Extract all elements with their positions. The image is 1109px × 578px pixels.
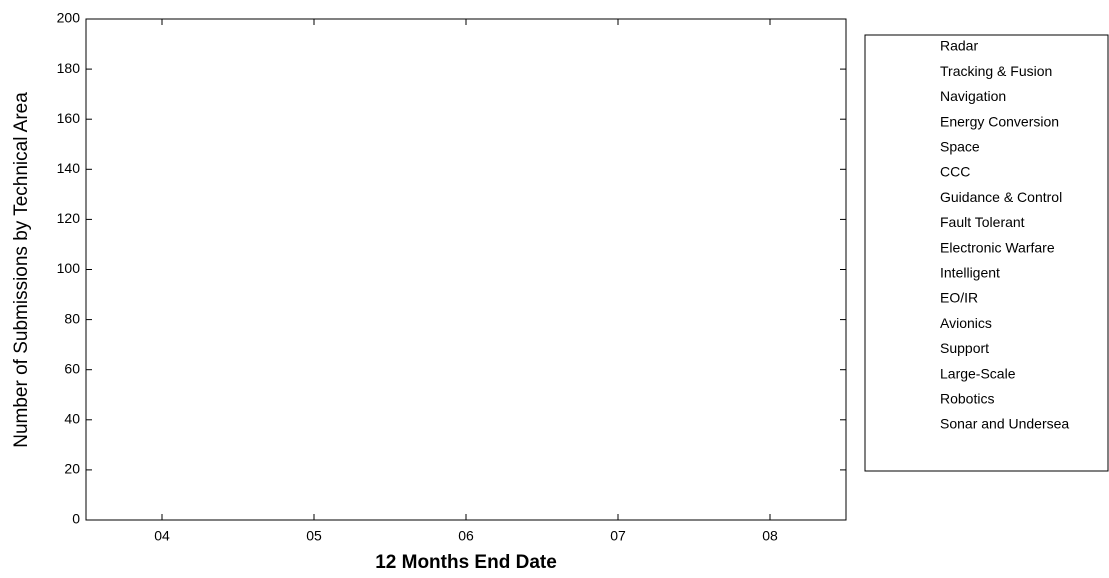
y-tick-label: 0	[72, 511, 80, 527]
legend-label: CCC	[940, 164, 970, 180]
y-tick-label: 100	[57, 260, 81, 276]
legend-label: Robotics	[940, 391, 994, 407]
legend-label: Navigation	[940, 88, 1006, 104]
y-tick-label: 160	[57, 110, 81, 126]
legend-label: EO/IR	[940, 290, 978, 306]
legend-label: Sonar and Undersea	[940, 416, 1069, 432]
y-tick-label: 40	[64, 411, 80, 427]
legend-label: Radar	[940, 38, 978, 54]
x-tick-label: 04	[154, 528, 170, 544]
x-axis-label: 12 Months End Date	[375, 552, 557, 573]
x-tick-label: 06	[458, 528, 474, 544]
legend-label: Intelligent	[940, 265, 1000, 281]
y-axis-label: Number of Submissions by Technical Area	[11, 92, 32, 448]
legend-label: Fault Tolerant	[940, 214, 1025, 230]
y-tick-label: 180	[57, 60, 81, 76]
legend-label: Large-Scale	[940, 365, 1016, 381]
y-tick-label: 200	[57, 10, 81, 26]
legend-box	[864, 34, 1109, 472]
y-tick-label: 120	[57, 210, 81, 226]
y-tick-label: 140	[57, 160, 81, 176]
x-tick-label: 05	[306, 528, 322, 544]
legend-label: Support	[940, 340, 989, 356]
y-tick-label: 80	[64, 310, 80, 326]
x-tick-label: 07	[610, 528, 626, 544]
legend-label: Guidance & Control	[940, 189, 1062, 205]
y-tick-label: 20	[64, 461, 80, 477]
x-tick-label: 08	[762, 528, 778, 544]
legend-label: Electronic Warfare	[940, 239, 1055, 255]
legend-label: Tracking & Fusion	[940, 63, 1052, 79]
legend-label: Energy Conversion	[940, 113, 1059, 129]
legend-label: Space	[940, 139, 980, 155]
y-tick-label: 60	[64, 360, 80, 376]
plot-frame	[85, 18, 847, 521]
legend-label: Avionics	[940, 315, 992, 331]
